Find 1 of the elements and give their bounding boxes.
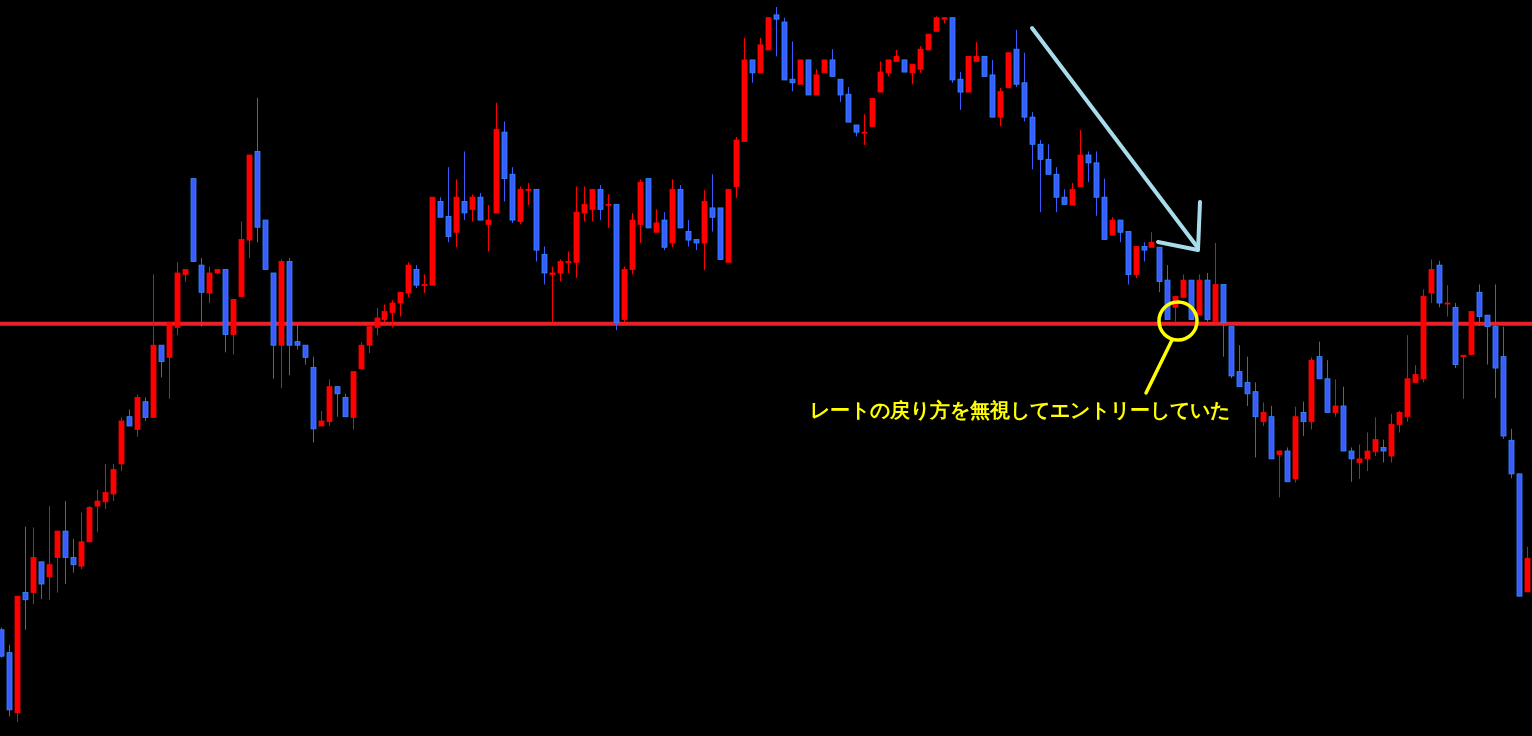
annotation: レートの戻り方を無視してエントリーしていた (810, 398, 1230, 422)
